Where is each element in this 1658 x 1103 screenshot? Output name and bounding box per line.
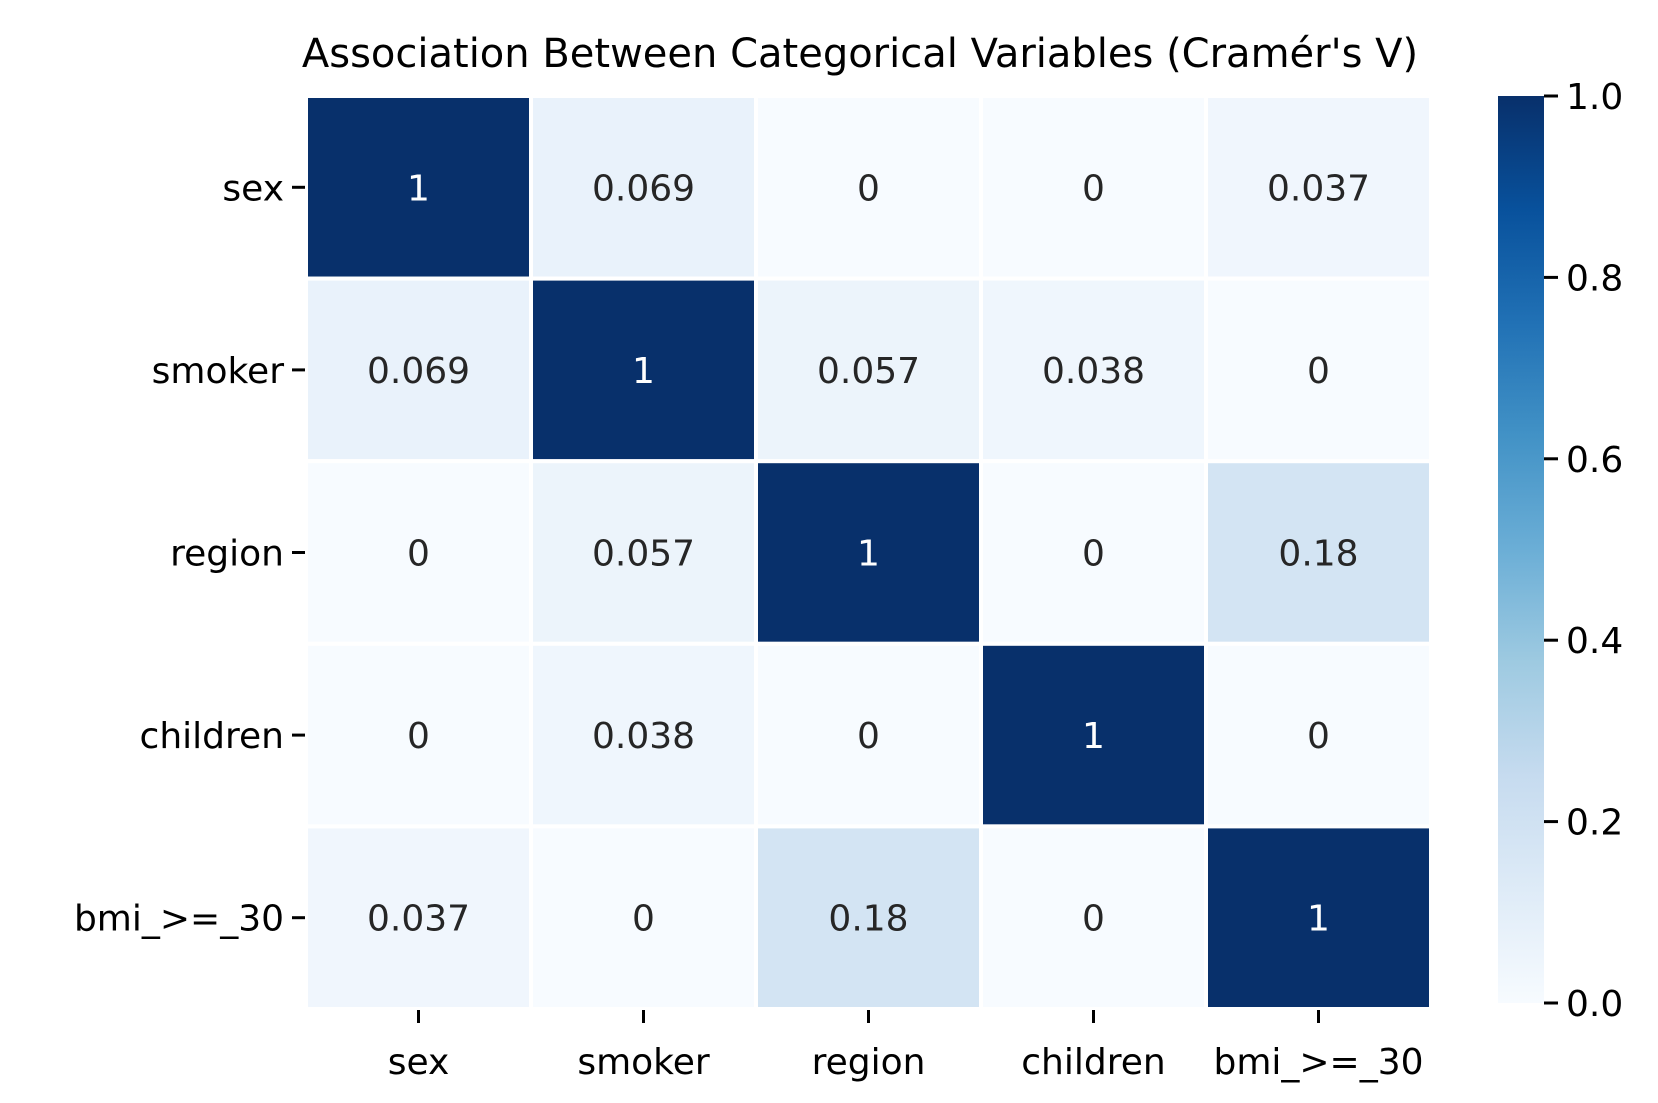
cell-value-label: 0	[632, 899, 655, 940]
cell-value-label: 0	[1082, 899, 1105, 940]
colorbar-tick-label: 1.0	[1566, 77, 1623, 118]
x-tick-label: children	[1021, 1042, 1165, 1083]
heatmap-cell	[754, 276, 983, 464]
cell-value-label: 1	[632, 351, 655, 392]
colorbar-tick-label: 0.6	[1566, 440, 1623, 481]
cell-value-label: 0	[407, 716, 430, 757]
colorbar-tick-label: 0.0	[1566, 984, 1623, 1025]
cell-value-label: 0	[1307, 716, 1330, 757]
heatmap-cell	[979, 641, 1208, 829]
cell-value-label: 0.18	[828, 899, 908, 940]
heatmap-cell	[754, 94, 983, 281]
x-axis: sex smoker region children bmi_>=_30	[388, 1010, 1424, 1083]
y-axis: sex smoker region children bmi_>=_30	[74, 168, 305, 940]
y-tick-label: region	[170, 534, 284, 575]
heatmap-cell	[529, 641, 758, 829]
x-tick-label: bmi_>=_30	[1213, 1042, 1423, 1083]
heatmap-cell	[529, 94, 758, 281]
cell-value-label: 0.057	[592, 534, 695, 575]
cell-value-label: 0.037	[1267, 168, 1370, 209]
heatmap-cell	[304, 94, 533, 281]
cell-value-label: 0	[1082, 168, 1105, 209]
colorbar-tick-label: 0.4	[1566, 621, 1623, 662]
x-tick-label: sex	[388, 1042, 450, 1083]
colorbar-tick-label: 0.2	[1566, 803, 1623, 844]
heatmap-cell	[304, 824, 533, 1012]
heatmap-cell	[1204, 824, 1433, 1012]
heatmap-cell	[304, 276, 533, 464]
y-tick-label: bmi_>=_30	[74, 899, 284, 940]
cell-value-label: 0	[857, 716, 880, 757]
cell-value-label: 0.069	[592, 168, 695, 209]
y-tick-label: smoker	[152, 351, 285, 392]
cell-value-label: 0.038	[1042, 351, 1145, 392]
cell-value-label: 1	[1307, 899, 1330, 940]
cell-value-label: 1	[407, 168, 430, 209]
y-tick-label: children	[140, 716, 284, 757]
cell-value-label: 0.037	[367, 899, 470, 940]
chart-title: Association Between Categorical Variable…	[302, 31, 1418, 77]
colorbar: 0.0 0.2 0.4 0.6 0.8 1.0	[1498, 77, 1623, 1025]
heatmap-cell	[979, 459, 1208, 646]
heatmap-cell	[304, 641, 533, 829]
colorbar-gradient	[1498, 96, 1544, 1003]
heatmap-cell	[529, 459, 758, 646]
cell-value-label: 0.069	[367, 351, 470, 392]
x-tick-label: smoker	[577, 1042, 710, 1083]
cell-value-label: 0.057	[817, 351, 920, 392]
cell-value-label: 0	[857, 168, 880, 209]
heatmap-cell	[754, 824, 983, 1012]
cell-value-label: 0.038	[592, 716, 695, 757]
x-tick-label: region	[812, 1042, 926, 1083]
cell-value-label: 0.18	[1278, 534, 1358, 575]
heatmap-cell	[754, 641, 983, 829]
heatmap-cell	[1204, 276, 1433, 464]
heatmap-cell	[1204, 641, 1433, 829]
cell-value-label: 0	[407, 534, 430, 575]
colorbar-tick-label: 0.8	[1566, 258, 1623, 299]
cell-value-label: 0	[1082, 534, 1105, 575]
colorbar-ticks: 0.0 0.2 0.4 0.6 0.8 1.0	[1544, 77, 1623, 1025]
cell-value-label: 1	[857, 534, 880, 575]
cell-value-label: 1	[1082, 716, 1105, 757]
cell-value-label: 0	[1307, 351, 1330, 392]
heatmap-cell	[529, 824, 758, 1012]
heatmap-cells: 1 0.069 0 0 0.037 0.069 1 0.057 0.038 0 0 0.057 1 0 0.…	[304, 94, 1433, 1012]
y-tick-label: sex	[222, 168, 284, 209]
